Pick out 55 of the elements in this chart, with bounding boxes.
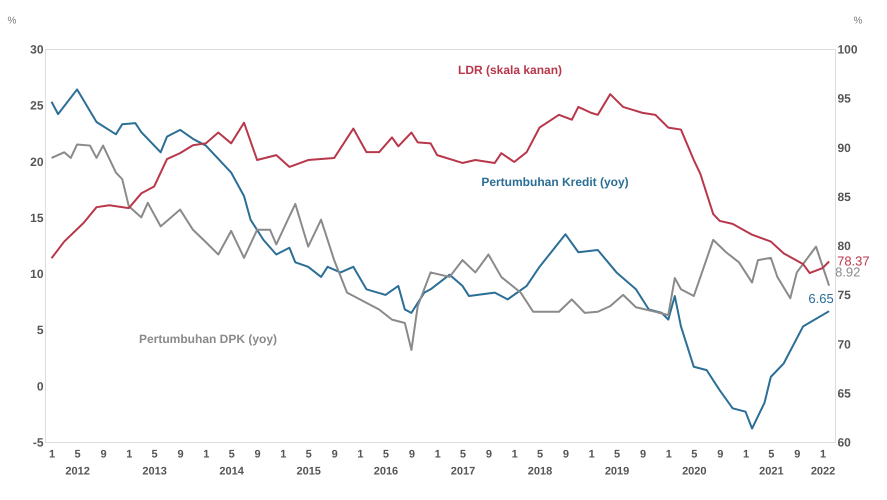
y-tick-label: 0 bbox=[36, 379, 44, 394]
x-tick-label: 1 bbox=[126, 448, 132, 460]
x-tick-label: 9 bbox=[254, 448, 261, 460]
y2-tick-label: 70 bbox=[838, 337, 852, 352]
y-tick-label: 5 bbox=[36, 323, 44, 338]
x-tick-label: 1 bbox=[280, 448, 286, 460]
x-tick-label: 5 2016 bbox=[374, 448, 398, 478]
x-tick-label: 5 2012 bbox=[65, 448, 90, 478]
y-tick-label: 25 bbox=[30, 98, 44, 113]
x-tick-label: 9 bbox=[408, 448, 415, 460]
x-tick-label: 1 bbox=[588, 448, 595, 460]
y-tick-label: 30 bbox=[30, 42, 44, 56]
y2-tick-label: 75 bbox=[838, 288, 852, 302]
x-tick-label: 5 2015 bbox=[296, 448, 321, 478]
y-tick-label: 15 bbox=[30, 210, 44, 225]
x-tick-label: 5 2020 bbox=[682, 448, 707, 478]
text: LDR (skala kanan) bbox=[458, 63, 562, 77]
x-tick-label: 5 2021 bbox=[759, 448, 784, 478]
x-tick-label: 9 bbox=[640, 448, 646, 460]
x-tick-label: 1 bbox=[434, 448, 441, 460]
x-tick-label: 1 bbox=[203, 448, 210, 460]
x-tick-label: 1 2022 bbox=[810, 448, 836, 478]
y2-tick-label: 90 bbox=[838, 140, 852, 155]
x-tick-label: 1 bbox=[48, 448, 56, 460]
x-tick-label: 1 bbox=[666, 448, 672, 460]
y-axis-title: % bbox=[8, 16, 16, 26]
x-tick-label: 9 bbox=[100, 448, 107, 460]
x-tick-label: 9 bbox=[717, 448, 724, 460]
x-tick-label: 5 2013 bbox=[142, 448, 167, 478]
x-tick-label: 5 2017 bbox=[450, 448, 476, 478]
x-tick-label: 9 bbox=[486, 448, 492, 460]
x-tick-label: 9 bbox=[332, 448, 338, 460]
x-tick-label: 5 2018 bbox=[528, 448, 552, 478]
line-series bbox=[50, 93, 830, 274]
y2-tick-label: 80 bbox=[838, 239, 852, 253]
x-tick-label: 1 bbox=[357, 448, 364, 460]
y-tick-label: 10 bbox=[30, 267, 44, 282]
x-tick-label: 5 2019 bbox=[604, 448, 630, 478]
y-tick-label: 20 bbox=[30, 154, 44, 169]
y2-tick-label: 65 bbox=[838, 386, 852, 400]
y-tick-label: -5 bbox=[32, 436, 44, 450]
x-tick-label: 9 bbox=[178, 448, 184, 460]
y2-tick-label: 85 bbox=[838, 190, 852, 204]
y2-tick-label: 100 bbox=[838, 42, 858, 56]
y2-tick-label: 95 bbox=[838, 92, 852, 106]
x-tick-label: 9 bbox=[794, 448, 800, 460]
text: Pertumbuhan DPK (yoy) bbox=[138, 332, 278, 346]
x-tick-label: 9 bbox=[562, 448, 570, 460]
x-tick-label: 5 2014 bbox=[219, 448, 245, 478]
data-label: 6.65 bbox=[808, 291, 834, 306]
text: Pertumbuhan Kredit (yoy) bbox=[481, 175, 629, 189]
x-tick-label: 1 bbox=[512, 448, 518, 460]
y2-axis-title: % bbox=[854, 16, 862, 26]
x-tick-label: 1 bbox=[742, 448, 750, 460]
y2-tick-label: 60 bbox=[838, 436, 852, 450]
